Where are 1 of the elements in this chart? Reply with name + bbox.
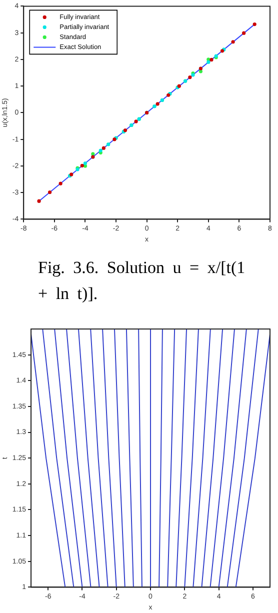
caption: Fig. 3.6. Solution u = x/[t(1 + ln t)]. — [37, 257, 246, 305]
